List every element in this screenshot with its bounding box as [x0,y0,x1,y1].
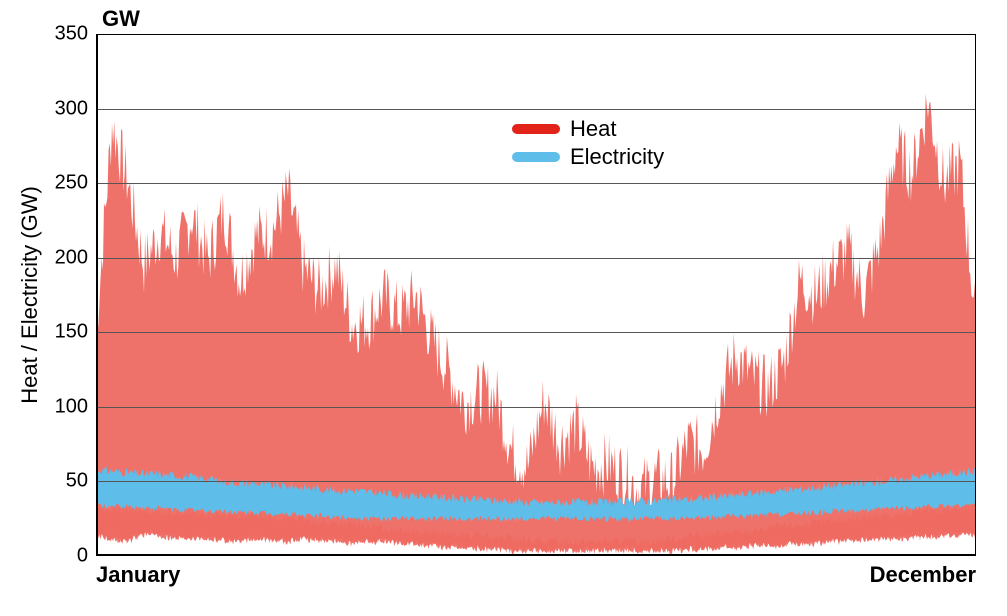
x-axis-start-label: January [96,562,180,588]
legend: HeatElectricity [512,114,664,172]
y-tick-label: 150 [46,321,88,344]
axis-line [96,34,976,35]
y-tick-label: 100 [46,395,88,418]
gridline [96,258,976,259]
legend-swatch [512,152,560,162]
chart-container: Heat / Electricity (GW) GW January Decem… [0,0,1007,616]
axis-line [96,554,976,556]
y-tick-label: 200 [46,246,88,269]
legend-label: Electricity [570,144,664,170]
gridline [96,332,976,333]
legend-swatch [512,124,560,134]
y-tick-label: 0 [46,545,88,568]
axis-line [96,34,98,556]
data-svg [96,34,976,556]
x-axis-end-label: December [870,562,976,588]
y-unit-label: GW [102,6,140,32]
gridline [96,481,976,482]
gridline [96,109,976,110]
gridline [96,183,976,184]
legend-item: Heat [512,116,664,142]
y-tick-label: 300 [46,97,88,120]
axis-line [975,34,976,556]
plot-area [96,34,976,556]
legend-label: Heat [570,116,616,142]
gridline [96,407,976,408]
legend-item: Electricity [512,144,664,170]
y-tick-label: 250 [46,172,88,195]
y-tick-label: 350 [46,23,88,46]
y-axis-label: Heat / Electricity (GW) [17,186,43,404]
y-tick-label: 50 [46,470,88,493]
